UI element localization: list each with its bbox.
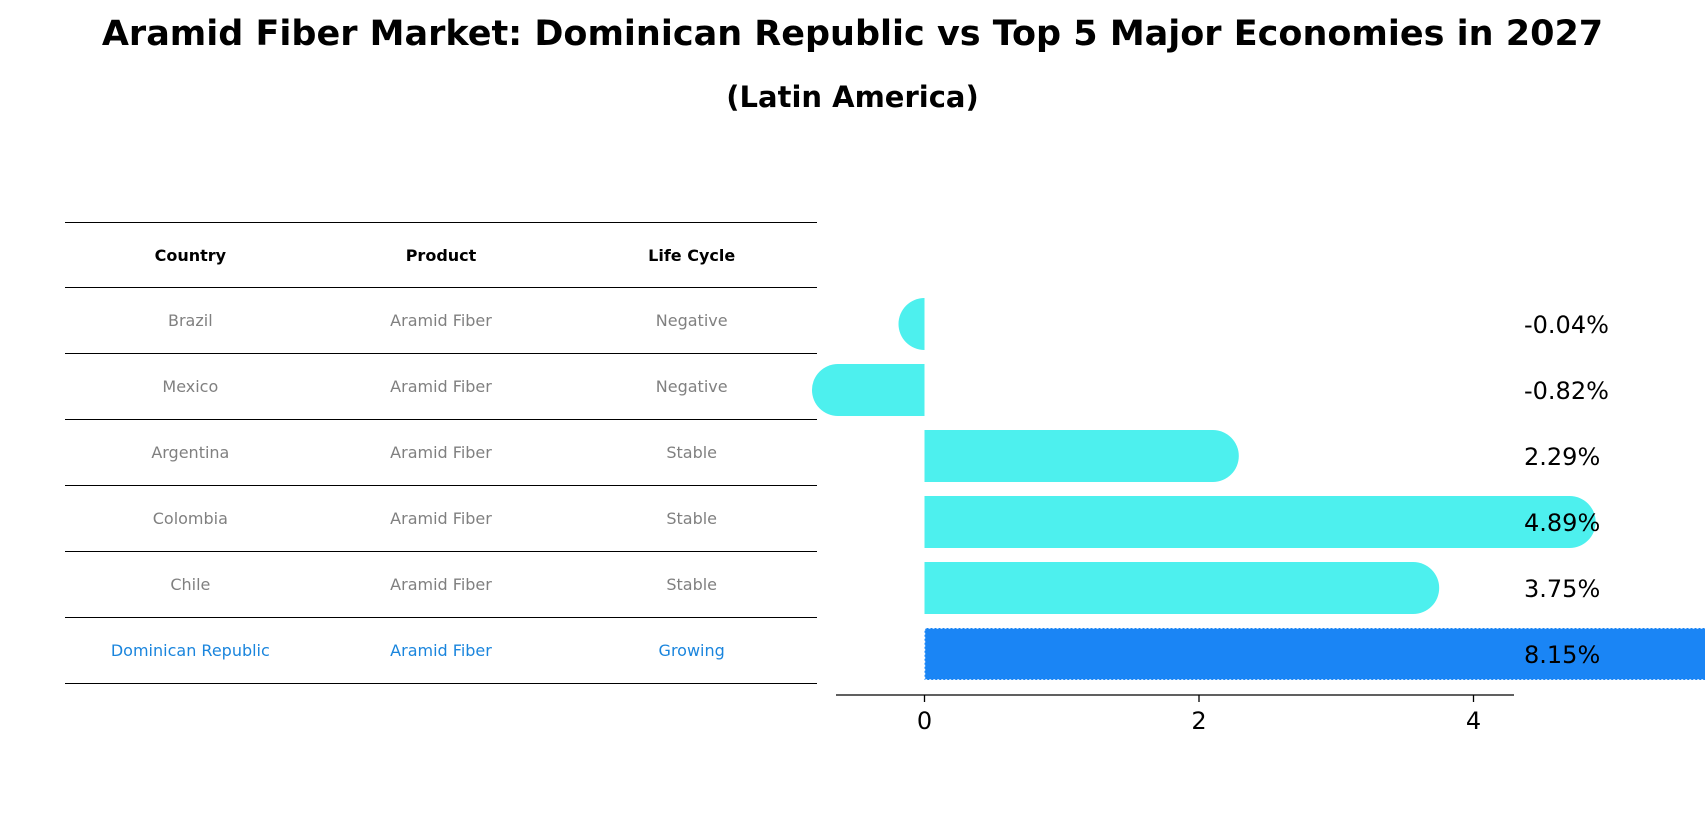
cell-life-cycle: Stable	[666, 509, 718, 528]
cell-life-cycle: Growing	[658, 641, 725, 660]
cell-life-cycle: Negative	[655, 311, 728, 330]
bar-value-label: -0.04%	[1524, 311, 1609, 339]
chart-title: Aramid Fiber Market: Dominican Republic …	[101, 14, 1604, 54]
bar	[924, 430, 1239, 482]
bar	[898, 298, 925, 350]
data-table: Country Product Life Cycle Brazil Aramid…	[65, 222, 817, 684]
x-tick-label: 2	[1191, 707, 1206, 735]
table-row: Argentina Aramid Fiber Stable	[65, 420, 817, 486]
cell-country: Mexico	[162, 377, 219, 396]
cell-product: Aramid Fiber	[390, 443, 492, 462]
cell-life-cycle: Stable	[666, 575, 718, 594]
bar-highlight	[923, 627, 1705, 681]
cell-product: Aramid Fiber	[390, 311, 492, 330]
table-row: Mexico Aramid Fiber Negative	[65, 354, 817, 420]
bar-value-label: 3.75%	[1524, 575, 1600, 603]
table-row: Colombia Aramid Fiber Stable	[65, 486, 817, 552]
bar	[924, 562, 1440, 614]
cell-product: Aramid Fiber	[390, 575, 492, 594]
cell-country: Argentina	[151, 443, 230, 462]
bar	[924, 496, 1596, 548]
cell-country: Brazil	[168, 311, 213, 330]
bar-value-label: 4.89%	[1524, 509, 1600, 537]
cell-country: Chile	[170, 575, 211, 594]
bar-value-label: -0.82%	[1524, 377, 1609, 405]
cell-product: Aramid Fiber	[390, 377, 492, 396]
cell-country: Colombia	[152, 509, 228, 528]
header-country: Country	[154, 245, 227, 265]
cell-country: Dominican Republic	[110, 641, 270, 660]
cell-life-cycle: Negative	[655, 377, 728, 396]
chart-subtitle: (Latin America)	[726, 80, 979, 114]
table-row: Brazil Aramid Fiber Negative	[65, 288, 817, 354]
table-row-highlight: Dominican Republic Aramid Fiber Growing	[65, 618, 817, 684]
bar	[811, 364, 925, 416]
cell-product: Aramid Fiber	[390, 509, 492, 528]
table-row: Chile Aramid Fiber Stable	[65, 552, 817, 618]
header-life-cycle: Life Cycle	[648, 245, 736, 265]
cell-life-cycle: Stable	[666, 443, 718, 462]
cell-product: Aramid Fiber	[390, 641, 492, 660]
bar-value-label: 8.15%	[1524, 641, 1600, 669]
bar-value-label: 2.29%	[1524, 443, 1600, 471]
header-product: Product	[405, 245, 477, 265]
x-tick-label: 0	[917, 707, 932, 735]
table-header-row: Country Product Life Cycle	[65, 222, 817, 288]
x-tick-label: 4	[1466, 707, 1481, 735]
